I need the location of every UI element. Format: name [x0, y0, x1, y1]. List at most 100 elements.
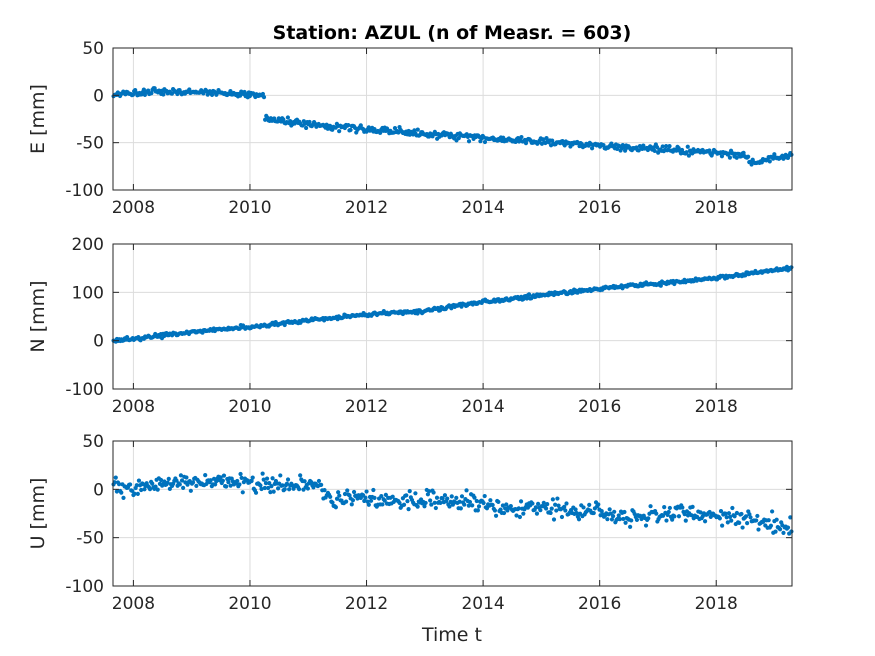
- data-point: [767, 159, 772, 164]
- data-point: [158, 477, 164, 483]
- data-point: [269, 484, 274, 489]
- data-point: [364, 489, 369, 494]
- data-point: [533, 505, 538, 510]
- plot-area: [112, 440, 793, 587]
- data-point: [609, 517, 615, 522]
- data-point: [390, 494, 395, 499]
- data-point: [362, 498, 367, 504]
- data-point: [737, 520, 742, 525]
- data-point: [429, 502, 434, 507]
- data-point: [372, 495, 377, 500]
- data-point: [781, 530, 786, 535]
- data-point: [342, 491, 348, 497]
- x-tick-label: 2010: [228, 397, 271, 417]
- y-tick-label: 0: [93, 86, 104, 106]
- data-point: [135, 491, 140, 496]
- data-point: [259, 486, 264, 492]
- data-point: [226, 480, 231, 485]
- data-point: [167, 486, 172, 492]
- data-point: [438, 500, 443, 505]
- data-point: [311, 485, 316, 490]
- data-point: [415, 311, 420, 316]
- data-point: [741, 150, 746, 156]
- data-point: [177, 482, 182, 487]
- data-point: [526, 292, 532, 297]
- data-point: [261, 477, 266, 482]
- data-point: [680, 505, 685, 510]
- data-point: [551, 517, 557, 522]
- data-point: [276, 486, 281, 491]
- data-point: [220, 478, 225, 483]
- data-point: [282, 487, 287, 492]
- data-point: [521, 511, 526, 516]
- data-point: [743, 514, 749, 519]
- axes-box: [112, 243, 793, 390]
- data-point: [350, 498, 356, 503]
- data-point: [545, 502, 550, 507]
- x-tick-label: 2012: [345, 594, 388, 614]
- axes-box: [112, 440, 793, 587]
- data-point: [454, 495, 459, 500]
- data-point: [262, 485, 267, 491]
- data-point: [130, 488, 135, 494]
- data-point: [730, 505, 735, 511]
- data-point: [422, 504, 427, 509]
- data-point: [689, 513, 694, 518]
- data-point: [337, 129, 342, 134]
- data-point: [285, 477, 291, 482]
- x-tick-label: 2008: [112, 198, 155, 218]
- x-tick-label: 2012: [345, 198, 388, 218]
- data-point: [228, 89, 233, 94]
- data-point: [789, 152, 794, 157]
- data-point: [264, 476, 270, 481]
- data-point: [134, 483, 139, 488]
- data-point: [623, 520, 628, 525]
- x-axis-label: Time t: [421, 624, 482, 646]
- data-point: [336, 490, 341, 495]
- data-point: [203, 473, 208, 478]
- x-tick-label: 2018: [695, 198, 738, 218]
- data-point: [466, 139, 472, 144]
- data-point: [755, 513, 760, 519]
- series-n: [111, 264, 794, 344]
- data-point: [270, 476, 275, 481]
- data-point: [658, 283, 663, 288]
- data-point: [754, 518, 759, 523]
- data-point: [732, 514, 737, 519]
- data-point: [284, 481, 290, 486]
- data-point: [474, 498, 479, 504]
- data-point: [379, 494, 384, 499]
- data-point: [397, 500, 402, 506]
- data-point: [651, 145, 656, 150]
- y-tick-label: 50: [82, 432, 104, 452]
- data-point: [278, 473, 283, 478]
- data-point: [702, 519, 708, 524]
- data-point: [464, 488, 469, 493]
- data-point: [596, 502, 601, 507]
- data-point: [690, 504, 695, 509]
- data-point: [298, 473, 303, 478]
- data-point: [142, 487, 147, 492]
- data-point: [334, 496, 340, 501]
- y-tick-label: -50: [76, 529, 104, 549]
- data-point: [136, 478, 142, 483]
- series-e: [111, 86, 794, 167]
- data-point: [221, 473, 227, 478]
- data-point: [132, 491, 137, 496]
- data-point: [415, 127, 420, 132]
- data-point: [470, 503, 475, 508]
- x-tick-label: 2008: [112, 594, 155, 614]
- data-point: [365, 499, 370, 504]
- data-point: [726, 151, 731, 156]
- data-point: [500, 503, 505, 508]
- data-point: [139, 487, 144, 493]
- x-tick-label: 2010: [228, 198, 271, 218]
- data-point: [184, 475, 189, 480]
- data-point: [250, 475, 255, 480]
- data-point: [581, 505, 586, 510]
- data-point: [155, 487, 160, 492]
- data-point: [652, 148, 657, 154]
- y-tick-label: 50: [82, 39, 104, 59]
- data-point: [490, 502, 495, 508]
